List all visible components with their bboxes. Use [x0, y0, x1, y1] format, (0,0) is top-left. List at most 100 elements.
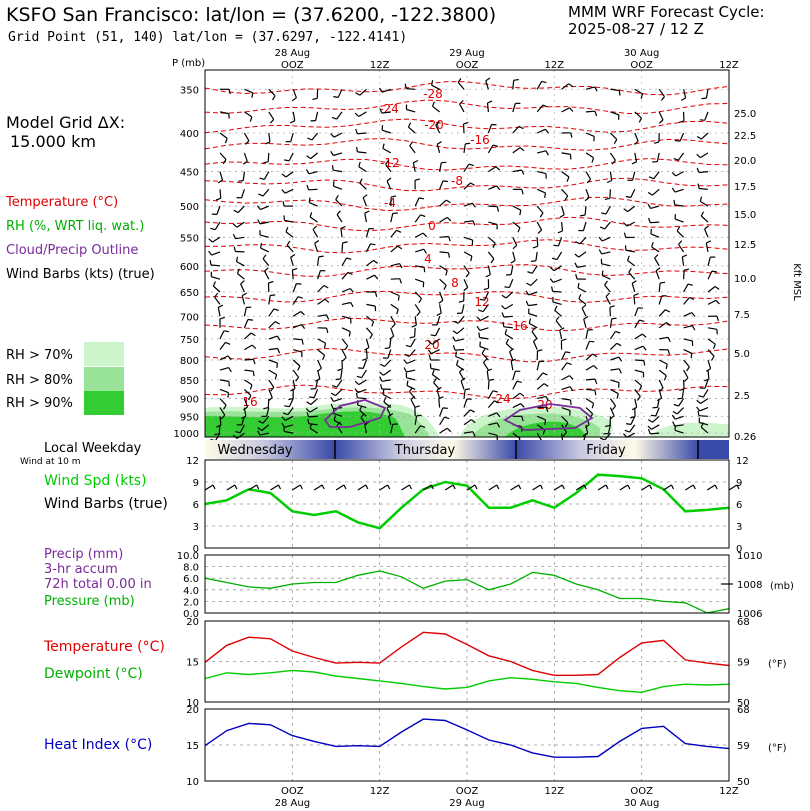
- surface-wind-barb: [292, 484, 301, 491]
- wind-barb-flag: [292, 267, 298, 271]
- wind-barb: [707, 256, 711, 266]
- wind-barb: [486, 370, 489, 380]
- pressure-tick-label: 950: [180, 412, 199, 423]
- wind-barb: [291, 270, 294, 280]
- wind-barb-flag: [409, 387, 413, 392]
- wind-barb: [317, 314, 327, 317]
- surface-wind-barb: [313, 484, 323, 491]
- wind-barb-flag: [458, 300, 464, 303]
- wind-barb: [357, 132, 367, 135]
- wind-barb: [312, 229, 319, 238]
- wind-barb: [336, 111, 343, 120]
- precip-panel-y-tick: 8.0: [183, 563, 199, 574]
- wind-barb-flag: [544, 128, 550, 134]
- wind-barb-flag: [307, 137, 313, 141]
- wind-barb-flag: [438, 396, 444, 400]
- wind-barb: [698, 415, 709, 417]
- wind-barb: [409, 145, 416, 154]
- wind-barb-flag: [356, 146, 358, 152]
- wind-barb: [628, 272, 636, 280]
- wind-barb-flag: [551, 286, 554, 292]
- wind-barb: [536, 237, 539, 247]
- wind-barb: [604, 284, 611, 293]
- wind-barb: [317, 256, 320, 266]
- wind-barb: [260, 247, 270, 253]
- wind-barb-flag: [569, 386, 574, 392]
- wind-barb-flag: [300, 311, 305, 316]
- wind-barb-flag: [470, 409, 475, 413]
- wind-barb: [683, 270, 685, 280]
- wind-barb: [414, 197, 420, 207]
- heat-panel-frame: [204, 708, 730, 782]
- wind-barb-flag: [418, 298, 423, 304]
- wind-barb: [243, 398, 249, 408]
- wind-barb-flag: [575, 274, 578, 280]
- wind-barb-flag: [416, 414, 422, 417]
- wind-barb-flag: [648, 217, 651, 223]
- wind-barb: [561, 152, 571, 155]
- wind-barb-flag: [362, 194, 368, 199]
- wind-barb: [244, 344, 253, 351]
- wind-barb: [317, 349, 325, 356]
- wind-barb: [463, 278, 469, 288]
- wind-barb: [536, 104, 544, 113]
- wind-barb: [658, 283, 661, 293]
- wind-barb-flag: [598, 236, 603, 242]
- wind-barb-flag: [625, 423, 632, 426]
- wind-barb-flag: [297, 365, 301, 371]
- wind-barb-flag: [225, 341, 231, 345]
- wind-barb-flag: [697, 410, 700, 416]
- wind-barb-flag: [696, 167, 700, 173]
- wind-barb: [537, 406, 547, 409]
- grid-point-subtitle: Grid Point (51, 140) lat/lon = (37.6297,…: [8, 30, 408, 45]
- wind-barb-flag: [517, 227, 521, 233]
- wind-barb: [609, 307, 611, 317]
- surface-wind-barb-flag: [408, 484, 413, 490]
- wind-barb: [674, 429, 684, 434]
- wind-barb: [390, 327, 395, 337]
- wind-barb: [219, 367, 229, 371]
- wind-barb-flag: [640, 93, 644, 99]
- wind-barb: [658, 309, 666, 317]
- wind-barb: [243, 132, 250, 142]
- wind-barb-flag: [436, 141, 442, 145]
- wind-barb-flag: [533, 337, 538, 342]
- wind-barb: [480, 315, 489, 322]
- wind-barb: [311, 132, 319, 141]
- wind-barb-flag: [428, 355, 432, 361]
- wind-barb: [561, 205, 565, 215]
- temperature-contour: [204, 384, 730, 400]
- wind-barb: [609, 407, 615, 417]
- wind-barb: [219, 407, 226, 416]
- wind-barb: [627, 205, 636, 213]
- wind-barb: [310, 152, 318, 160]
- wind-barb: [505, 343, 514, 351]
- wind-barb: [482, 304, 489, 313]
- surface-wind-barb-flag: [496, 484, 500, 490]
- temperature-y2-tick: 50: [737, 698, 750, 709]
- wind-barb-flag: [385, 159, 390, 165]
- wind-barb: [559, 329, 563, 340]
- surface-wind-barb: [248, 484, 257, 491]
- wind-barb-flag: [250, 332, 256, 337]
- wind-barb-flag: [285, 226, 289, 233]
- weekday-label: Friday: [586, 443, 626, 458]
- wind-barb-flag: [611, 317, 617, 320]
- wind-panel-y-tick: 6: [193, 500, 199, 511]
- wind-barb: [439, 427, 448, 434]
- wind-barb-flag: [217, 179, 223, 184]
- wind-barb-flag: [673, 199, 676, 205]
- wind-barb: [488, 166, 497, 173]
- precip-panel-y-tick: 0.0: [183, 609, 199, 620]
- wind-barb-flag: [210, 227, 216, 231]
- wind-barb-flag: [326, 327, 329, 334]
- wind-barb-flag: [227, 392, 229, 398]
- wind-barb-flag: [463, 286, 469, 292]
- temperature-contour-label: 4: [424, 252, 432, 266]
- wind-barb: [537, 395, 547, 400]
- lower-panels: [204, 460, 740, 781]
- wind-panel-y2-tick: 12: [736, 456, 749, 467]
- wind-barb: [317, 369, 321, 379]
- wind-barb-flag: [647, 203, 652, 209]
- wind-barb-flag: [453, 320, 459, 324]
